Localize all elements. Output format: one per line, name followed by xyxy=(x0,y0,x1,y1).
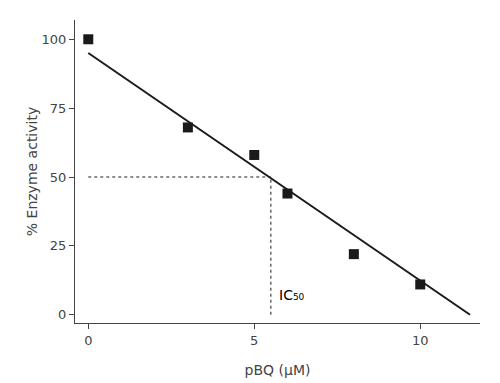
svg-text:25: 25 xyxy=(50,238,67,253)
svg-text:0: 0 xyxy=(84,333,92,348)
svg-text:% Enzyme activity: % Enzyme activity xyxy=(24,107,40,236)
svg-text:pBQ (μM): pBQ (μM) xyxy=(245,362,311,378)
svg-text:IC₅₀: IC₅₀ xyxy=(279,287,305,303)
svg-text:100: 100 xyxy=(42,32,67,47)
svg-text:0: 0 xyxy=(58,307,66,322)
svg-text:10: 10 xyxy=(412,333,429,348)
svg-text:50: 50 xyxy=(50,170,67,185)
svg-text:75: 75 xyxy=(50,101,67,116)
svg-text:5: 5 xyxy=(250,333,258,348)
